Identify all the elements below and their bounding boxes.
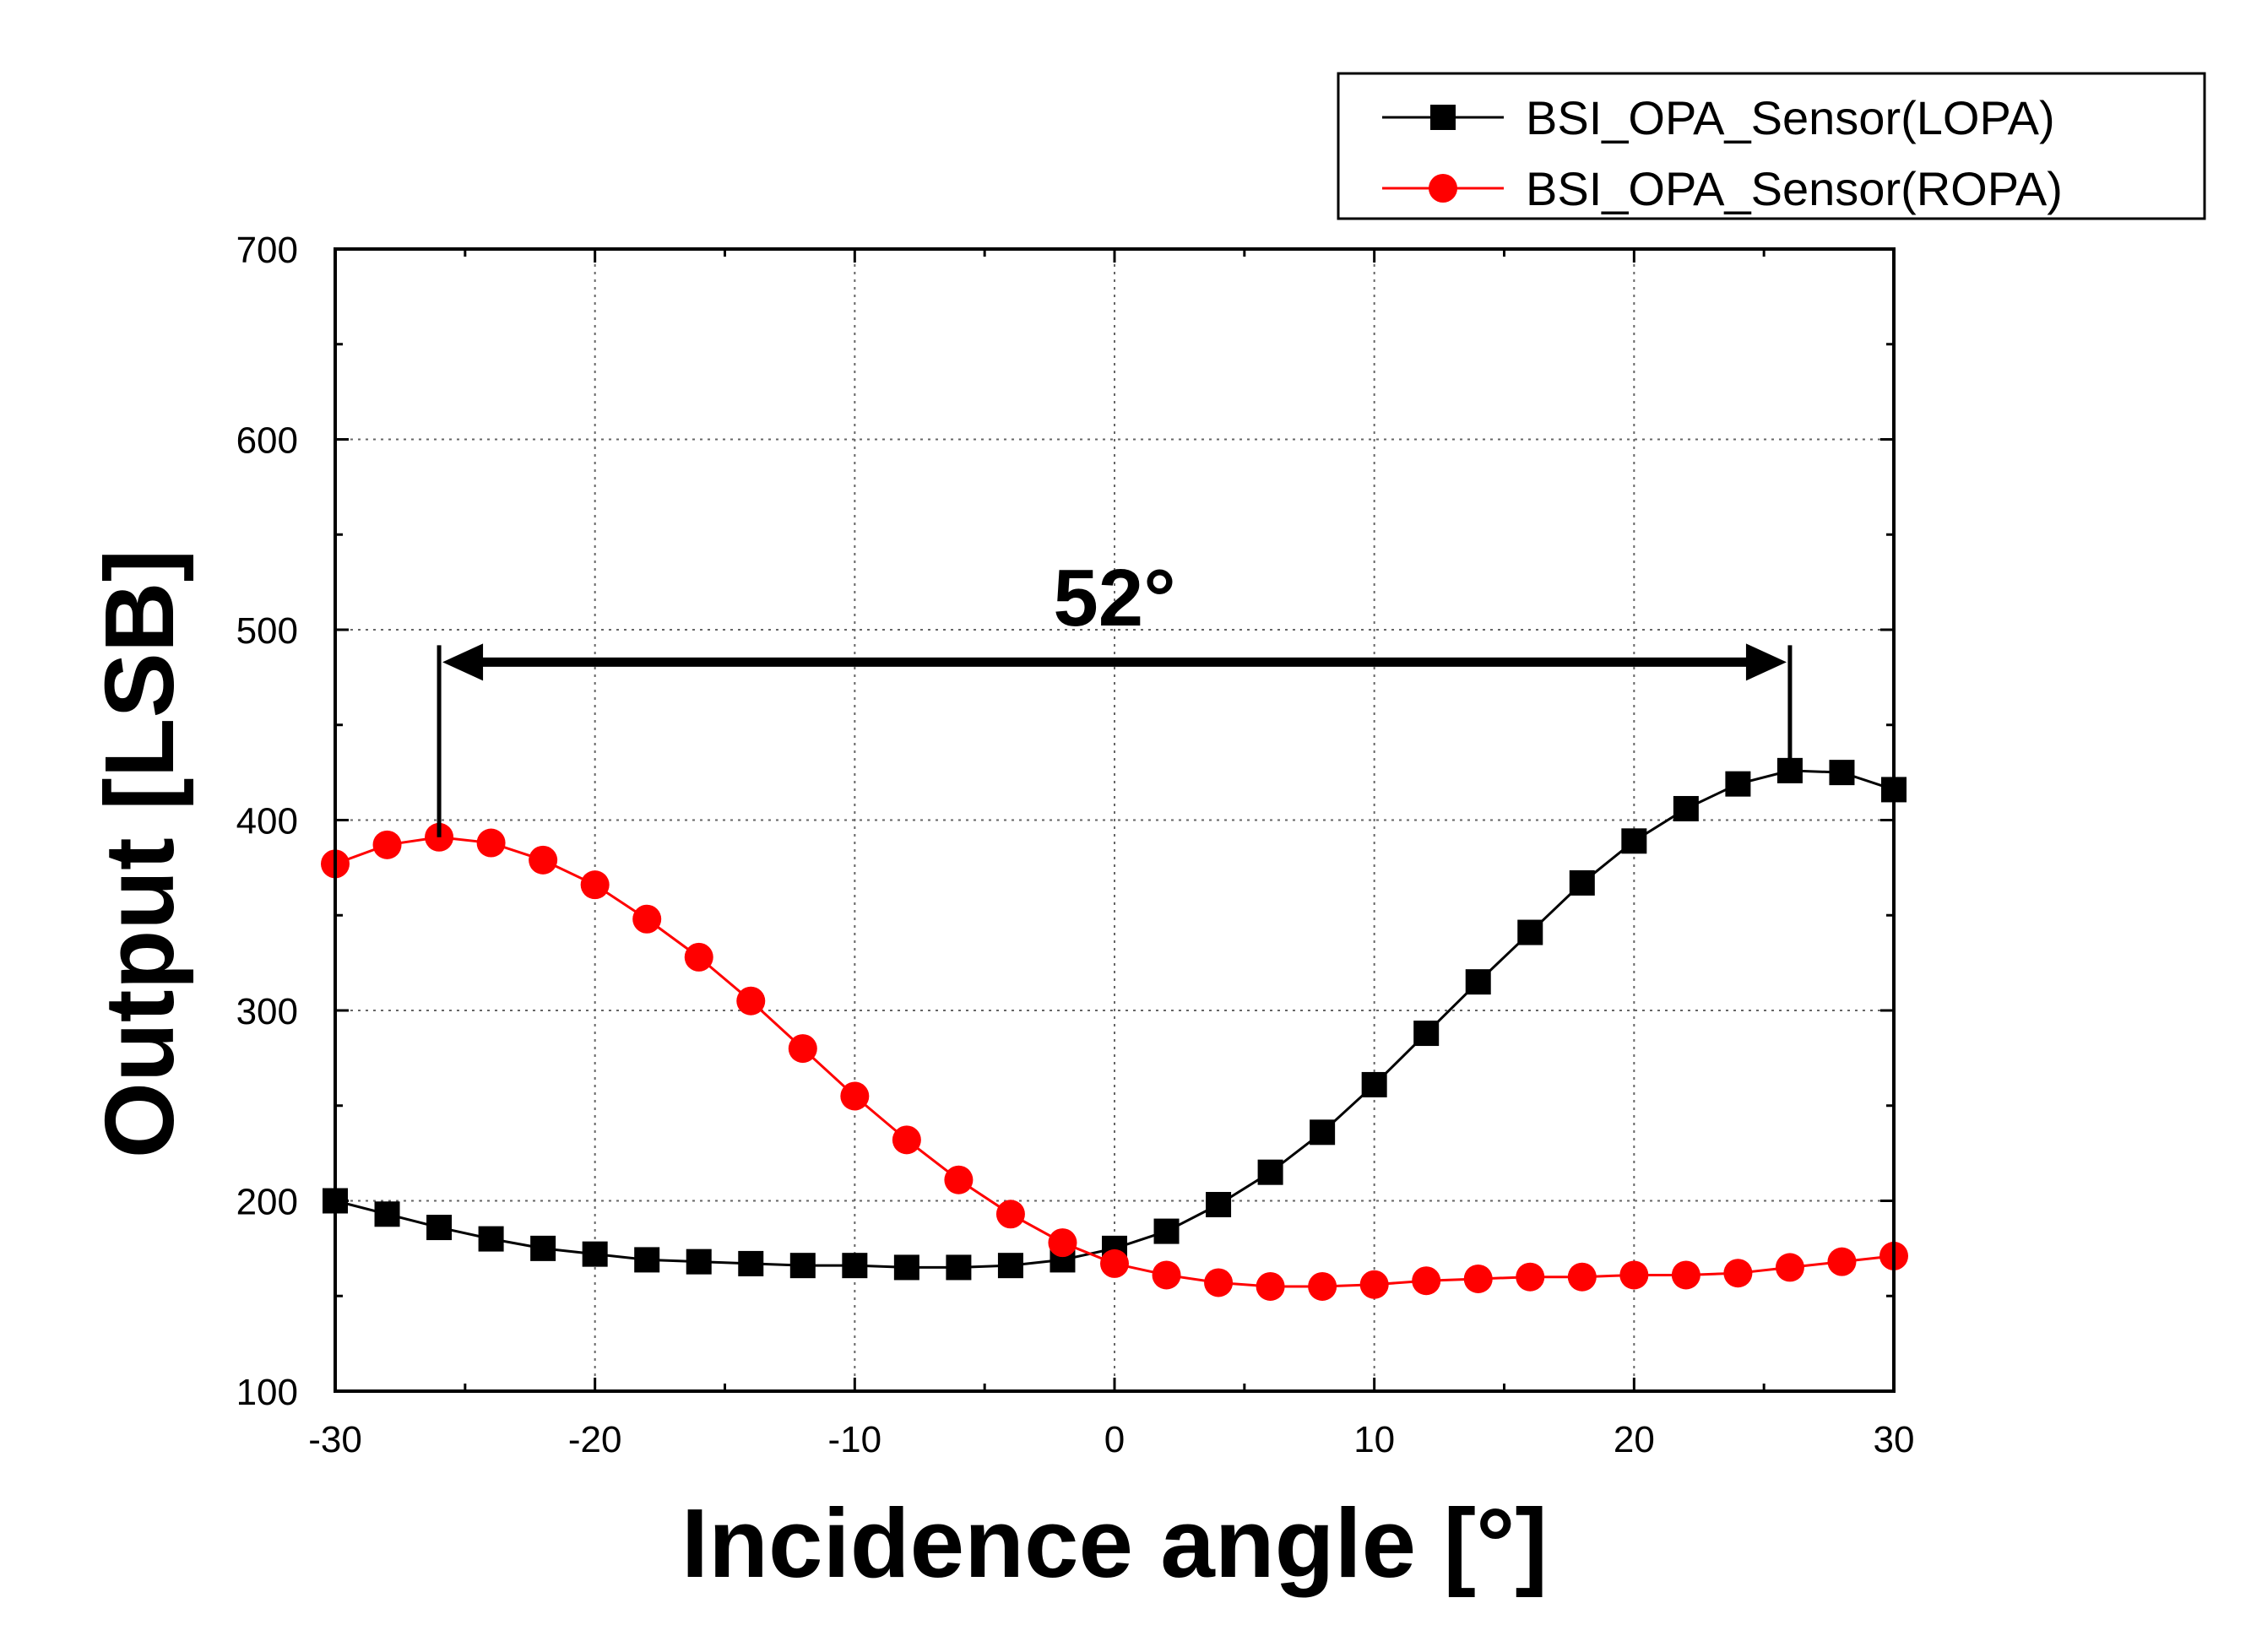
x-tick-label: -10 <box>828 1419 882 1460</box>
lopa-point <box>1569 869 1595 896</box>
lopa-point <box>374 1201 400 1227</box>
ropa-point <box>1359 1270 1389 1299</box>
y-tick-label: 100 <box>236 1372 298 1413</box>
legend-marker-lopa <box>1430 105 1456 130</box>
ropa-point <box>1671 1260 1700 1290</box>
y-tick-label: 200 <box>236 1182 298 1223</box>
lopa-point <box>1153 1218 1180 1244</box>
lopa-point <box>789 1253 816 1279</box>
ropa-point <box>372 830 402 859</box>
ropa-point <box>1827 1247 1857 1276</box>
lopa-point <box>634 1247 660 1273</box>
lopa-point <box>426 1215 453 1241</box>
legend-box <box>1337 72 2206 220</box>
ropa-point <box>736 986 766 1016</box>
ropa-point <box>1463 1264 1493 1293</box>
lopa-point <box>893 1254 919 1281</box>
ropa-point <box>892 1125 921 1155</box>
lopa-point <box>1673 795 1699 821</box>
x-tick-label: -20 <box>568 1419 622 1460</box>
lopa-point <box>1465 969 1491 995</box>
ropa-point <box>1567 1262 1597 1292</box>
ropa-point <box>1775 1253 1804 1282</box>
lopa-point <box>738 1250 764 1276</box>
lopa-point <box>478 1226 504 1252</box>
ropa-point <box>1516 1262 1545 1292</box>
ropa-point <box>840 1081 870 1111</box>
y-tick-label: 300 <box>236 991 298 1032</box>
ropa-point <box>1619 1260 1649 1290</box>
lopa-point <box>1257 1159 1283 1185</box>
lopa-point <box>1310 1119 1336 1146</box>
legend-marker-ropa <box>1429 174 1457 203</box>
ropa-point <box>1412 1266 1441 1296</box>
annotation-arrowhead-right <box>1745 643 1787 681</box>
annotation-arrowhead-left <box>442 643 484 681</box>
lopa-point <box>1517 919 1543 945</box>
x-axis-title: Incidence angle [°] <box>681 1488 1548 1598</box>
lopa-point <box>1361 1071 1387 1097</box>
ropa-point <box>944 1165 974 1194</box>
ropa-point <box>1048 1228 1077 1258</box>
y-tick-label: 500 <box>236 610 298 652</box>
lopa-point <box>1413 1021 1440 1047</box>
grid-lines <box>335 249 1894 1391</box>
ropa-point <box>788 1034 817 1064</box>
ropa-point <box>476 828 506 858</box>
x-tick-label: 10 <box>1353 1419 1395 1460</box>
x-tick-label: -30 <box>308 1419 362 1460</box>
x-tick-label: 30 <box>1874 1419 1915 1460</box>
annotation-label: 52° <box>1053 553 1175 643</box>
x-tick-label: 0 <box>1104 1419 1125 1460</box>
ropa-point <box>1723 1259 1753 1288</box>
ropa-point <box>1308 1271 1337 1301</box>
lopa-point <box>686 1248 712 1275</box>
lopa-point <box>1621 828 1647 854</box>
lopa-point <box>842 1253 868 1279</box>
y-tick-label: 600 <box>236 420 298 462</box>
lopa-point <box>530 1235 556 1261</box>
ropa-point <box>1256 1271 1285 1301</box>
series-layer <box>321 757 1908 1301</box>
ropa-point <box>580 870 610 900</box>
lopa-point <box>1829 760 1855 786</box>
lopa-point <box>1206 1192 1232 1218</box>
ropa-point <box>1204 1268 1234 1297</box>
y-axis-title: Output [LSB] <box>84 550 194 1159</box>
axis-ticks: -30 -20 -10 0 10 20 30 100 200 300 400 500 600 700 <box>236 230 1915 1460</box>
legend-label-ropa: BSI_OPA_Sensor(ROPA) <box>1526 162 2063 215</box>
annotation: 52° <box>437 553 1793 837</box>
ropa-point <box>1100 1248 1129 1278</box>
ropa-point <box>684 942 713 972</box>
ropa-point <box>529 845 558 875</box>
lopa-point <box>946 1254 972 1281</box>
lopa-point <box>1725 771 1751 797</box>
ropa-point <box>1152 1260 1181 1290</box>
legend-label-lopa: BSI_OPA_Sensor(LOPA) <box>1526 91 2055 144</box>
lopa-point <box>997 1253 1023 1279</box>
legend: BSI_OPA_Sensor(LOPA) BSI_OPA_Sensor(ROPA) <box>1337 72 2206 220</box>
y-tick-label: 400 <box>236 801 298 842</box>
lopa-point <box>582 1241 608 1267</box>
x-tick-label: 20 <box>1614 1419 1655 1460</box>
y-tick-label: 700 <box>236 230 298 271</box>
ropa-point <box>632 904 662 934</box>
ropa-point <box>995 1200 1025 1229</box>
